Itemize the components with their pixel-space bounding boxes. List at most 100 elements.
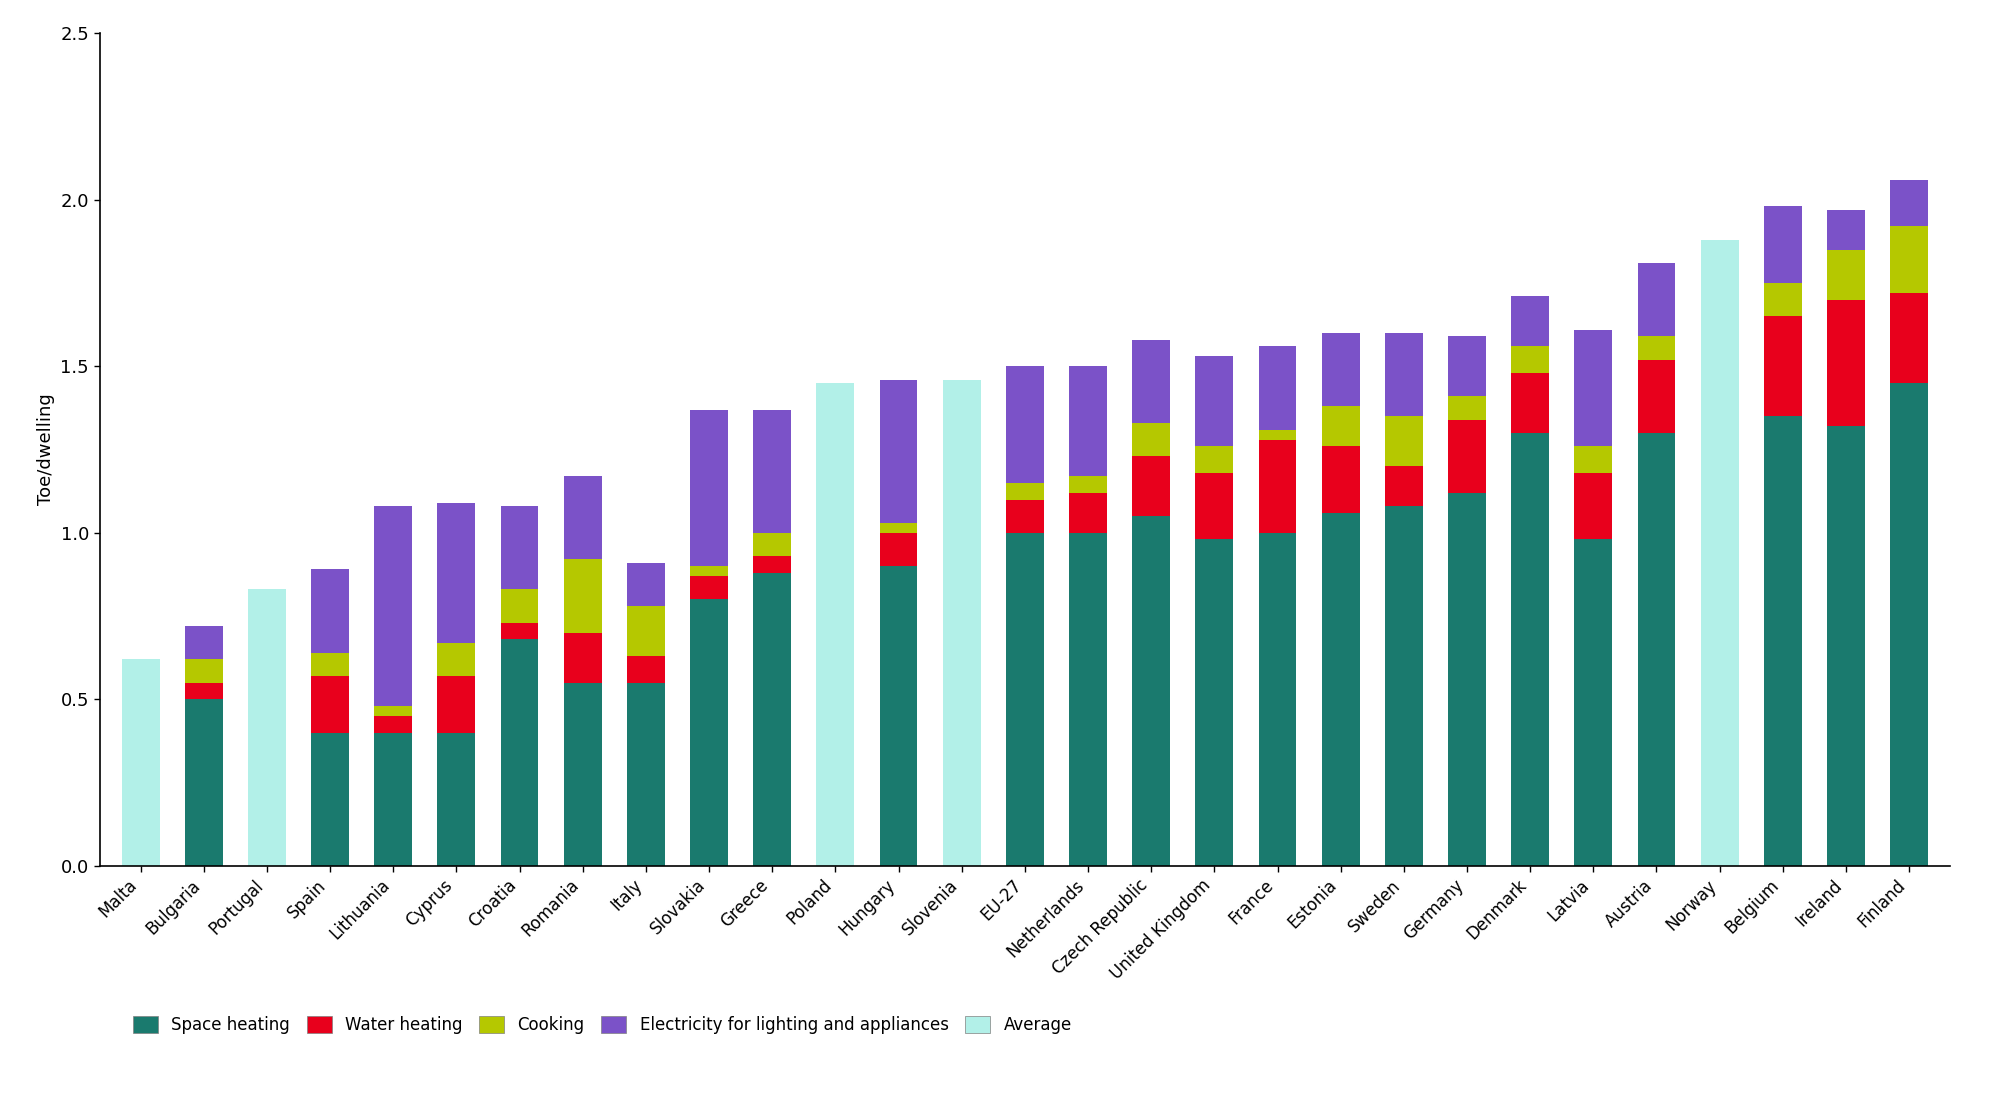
Bar — [1004, 500, 1044, 533]
Bar — [943, 380, 981, 866]
Bar — [1762, 316, 1800, 416]
Bar — [1510, 296, 1547, 346]
Bar — [1384, 416, 1422, 466]
Bar — [754, 556, 792, 573]
Bar — [1762, 416, 1800, 866]
Bar — [1321, 333, 1358, 406]
Bar — [1132, 423, 1170, 456]
Bar — [1195, 446, 1233, 473]
Bar — [563, 633, 601, 683]
Bar — [627, 563, 664, 606]
Bar — [1890, 226, 1927, 293]
Bar — [185, 659, 223, 683]
Bar — [185, 699, 223, 866]
Bar — [1132, 340, 1170, 423]
Bar — [1195, 356, 1233, 446]
Bar — [879, 523, 917, 533]
Bar — [754, 410, 792, 533]
Bar — [1384, 506, 1422, 866]
Bar — [1510, 346, 1547, 373]
Bar — [754, 533, 792, 556]
Bar — [815, 383, 853, 866]
Bar — [1826, 210, 1864, 250]
Bar — [185, 683, 223, 699]
Bar — [690, 566, 728, 576]
Bar — [1257, 533, 1295, 866]
Bar — [501, 639, 539, 866]
Bar — [310, 569, 348, 653]
Bar — [1004, 533, 1044, 866]
Bar — [1762, 206, 1800, 283]
Bar — [1510, 373, 1547, 433]
Bar — [1573, 330, 1611, 446]
Bar — [563, 559, 601, 633]
Bar — [374, 706, 412, 716]
Bar — [627, 656, 664, 683]
Y-axis label: Toe/dwelling: Toe/dwelling — [36, 394, 56, 505]
Bar — [1637, 360, 1675, 433]
Bar — [1573, 473, 1611, 539]
Bar — [1321, 513, 1358, 866]
Bar — [563, 476, 601, 559]
Bar — [310, 676, 348, 733]
Bar — [1573, 446, 1611, 473]
Bar — [627, 683, 664, 866]
Bar — [1195, 473, 1233, 539]
Bar — [121, 659, 159, 866]
Bar — [1826, 250, 1864, 300]
Bar — [690, 599, 728, 866]
Bar — [879, 380, 917, 523]
Bar — [1068, 493, 1106, 533]
Bar — [310, 653, 348, 676]
Bar — [1448, 396, 1486, 420]
Bar — [1068, 366, 1106, 476]
Bar — [374, 506, 412, 706]
Bar — [879, 566, 917, 866]
Bar — [1448, 420, 1486, 493]
Bar — [1637, 263, 1675, 336]
Bar — [1068, 476, 1106, 493]
Bar — [1321, 446, 1358, 513]
Bar — [1637, 336, 1675, 360]
Bar — [1890, 383, 1927, 866]
Bar — [627, 606, 664, 656]
Bar — [1004, 366, 1044, 483]
Bar — [1384, 333, 1422, 416]
Bar — [754, 573, 792, 866]
Bar — [1510, 433, 1547, 866]
Bar — [1826, 300, 1864, 426]
Bar — [374, 716, 412, 733]
Legend: Space heating, Water heating, Cooking, Electricity for lighting and appliances, : Space heating, Water heating, Cooking, E… — [125, 1009, 1078, 1040]
Bar — [374, 733, 412, 866]
Bar — [690, 576, 728, 599]
Bar — [438, 676, 475, 733]
Bar — [1448, 493, 1486, 866]
Bar — [1132, 456, 1170, 516]
Bar — [1257, 430, 1295, 440]
Bar — [563, 683, 601, 866]
Bar — [690, 410, 728, 566]
Bar — [1890, 293, 1927, 383]
Bar — [1826, 426, 1864, 866]
Bar — [438, 503, 475, 643]
Bar — [249, 589, 286, 866]
Bar — [1004, 483, 1044, 500]
Bar — [1637, 433, 1675, 866]
Bar — [1448, 336, 1486, 396]
Bar — [1573, 539, 1611, 866]
Bar — [501, 506, 539, 589]
Bar — [185, 626, 223, 659]
Bar — [501, 589, 539, 623]
Bar — [501, 623, 539, 639]
Bar — [1257, 440, 1295, 533]
Bar — [1321, 406, 1358, 446]
Bar — [310, 733, 348, 866]
Bar — [1257, 346, 1295, 430]
Bar — [1701, 240, 1738, 866]
Bar — [1384, 466, 1422, 506]
Bar — [438, 643, 475, 676]
Bar — [1762, 283, 1800, 316]
Bar — [1890, 180, 1927, 226]
Bar — [1195, 539, 1233, 866]
Bar — [1132, 516, 1170, 866]
